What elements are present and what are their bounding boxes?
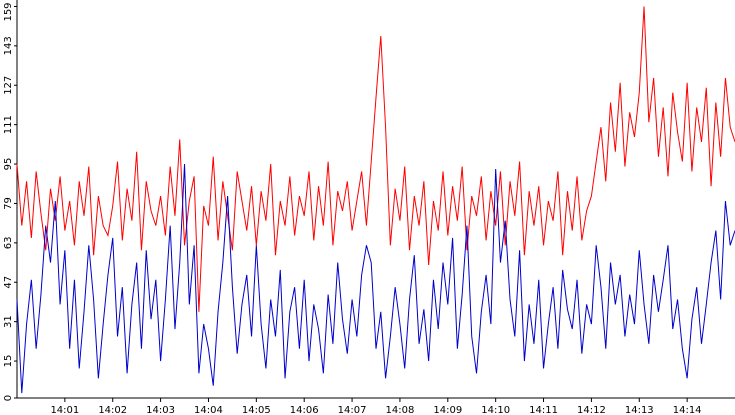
y-tick-label: 95 (3, 158, 14, 171)
x-tick-label: 14:13 (625, 405, 654, 415)
y-tick-label: 143 (3, 36, 14, 55)
x-tick-label: 14:02 (98, 405, 127, 415)
x-tick-label: 14:04 (194, 405, 223, 415)
y-tick-label: 127 (3, 76, 14, 95)
x-tick-label: 14:09 (433, 405, 462, 415)
x-tick-label: 14:14 (673, 405, 702, 415)
y-tick-label: 31 (3, 315, 14, 328)
x-tick-label: 14:10 (481, 405, 510, 415)
x-tick-label: 14:12 (577, 405, 606, 415)
y-tick-label: 15 (3, 355, 14, 368)
y-tick-label: 47 (3, 276, 14, 289)
series-line (16, 6, 735, 312)
x-tick-label: 14:05 (242, 405, 271, 415)
y-tick-label: 159 (3, 2, 14, 21)
series-line (16, 164, 735, 394)
x-tick-label: 14:03 (146, 405, 175, 415)
x-tick-label: 14:07 (338, 405, 367, 415)
y-tick-label: 0 (3, 395, 14, 401)
x-tick-label: 14:11 (529, 405, 558, 415)
x-tick-label: 14:06 (290, 405, 319, 415)
x-tick-label: 14:08 (386, 405, 415, 415)
y-tick-label: 111 (3, 115, 14, 134)
y-tick-label: 63 (3, 236, 14, 249)
y-tick-label: 79 (3, 197, 14, 210)
x-tick-label: 14:01 (50, 405, 79, 415)
